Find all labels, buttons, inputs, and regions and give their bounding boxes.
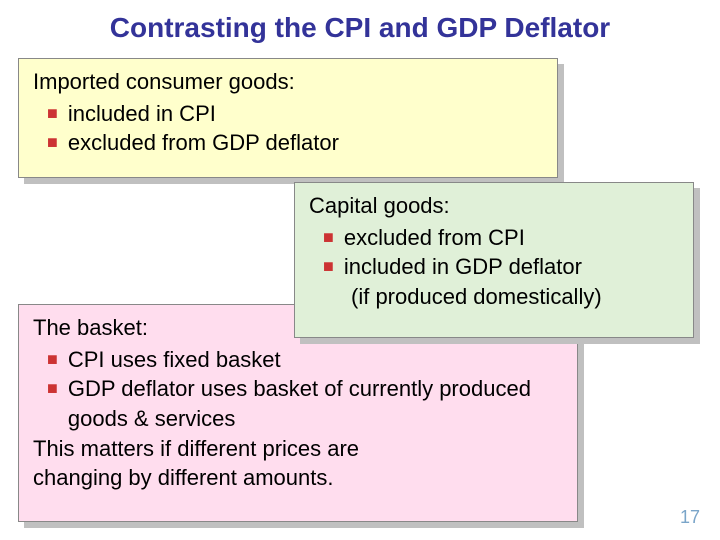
pink-tail-0: This matters if different prices are [33, 434, 563, 464]
green-bullet-0: excluded from CPI [344, 223, 679, 253]
bullet-icon: ■ [323, 252, 334, 280]
yellow-box-content: Imported consumer goods: ■ included in C… [19, 59, 557, 168]
pink-bullet-row-1: ■ GDP deflator uses basket of currently … [47, 374, 563, 433]
green-heading: Capital goods: [309, 191, 679, 221]
bullet-icon: ■ [47, 128, 58, 156]
green-bullet-1: included in GDP deflator [344, 252, 679, 282]
slide-title: Contrasting the CPI and GDP Deflator [0, 12, 720, 44]
pink-tail-1: changing by different amounts. [33, 463, 563, 493]
green-extra-indent: (if produced domestically) [351, 282, 679, 312]
yellow-bullet-1: excluded from GDP deflator [68, 128, 543, 158]
yellow-bullet-0: included in CPI [68, 99, 543, 129]
yellow-bullet-row-1: ■ excluded from GDP deflator [47, 128, 543, 158]
yellow-heading: Imported consumer goods: [33, 67, 543, 97]
pink-bullet-0: CPI uses fixed basket [68, 345, 563, 375]
pink-bullet-row-0: ■ CPI uses fixed basket [47, 345, 563, 375]
bullet-icon: ■ [323, 223, 334, 251]
pink-bullet-1: GDP deflator uses basket of currently pr… [68, 374, 563, 433]
yellow-bullet-row-0: ■ included in CPI [47, 99, 543, 129]
bullet-icon: ■ [47, 374, 58, 402]
bullet-icon: ■ [47, 345, 58, 373]
green-bullet-row-1: ■ included in GDP deflator [323, 252, 679, 282]
green-bullet-row-0: ■ excluded from CPI [323, 223, 679, 253]
yellow-box: Imported consumer goods: ■ included in C… [18, 58, 558, 178]
bullet-icon: ■ [47, 99, 58, 127]
green-box-content: Capital goods: ■ excluded from CPI ■ inc… [295, 183, 693, 322]
green-box: Capital goods: ■ excluded from CPI ■ inc… [294, 182, 694, 338]
page-number: 17 [680, 507, 700, 528]
